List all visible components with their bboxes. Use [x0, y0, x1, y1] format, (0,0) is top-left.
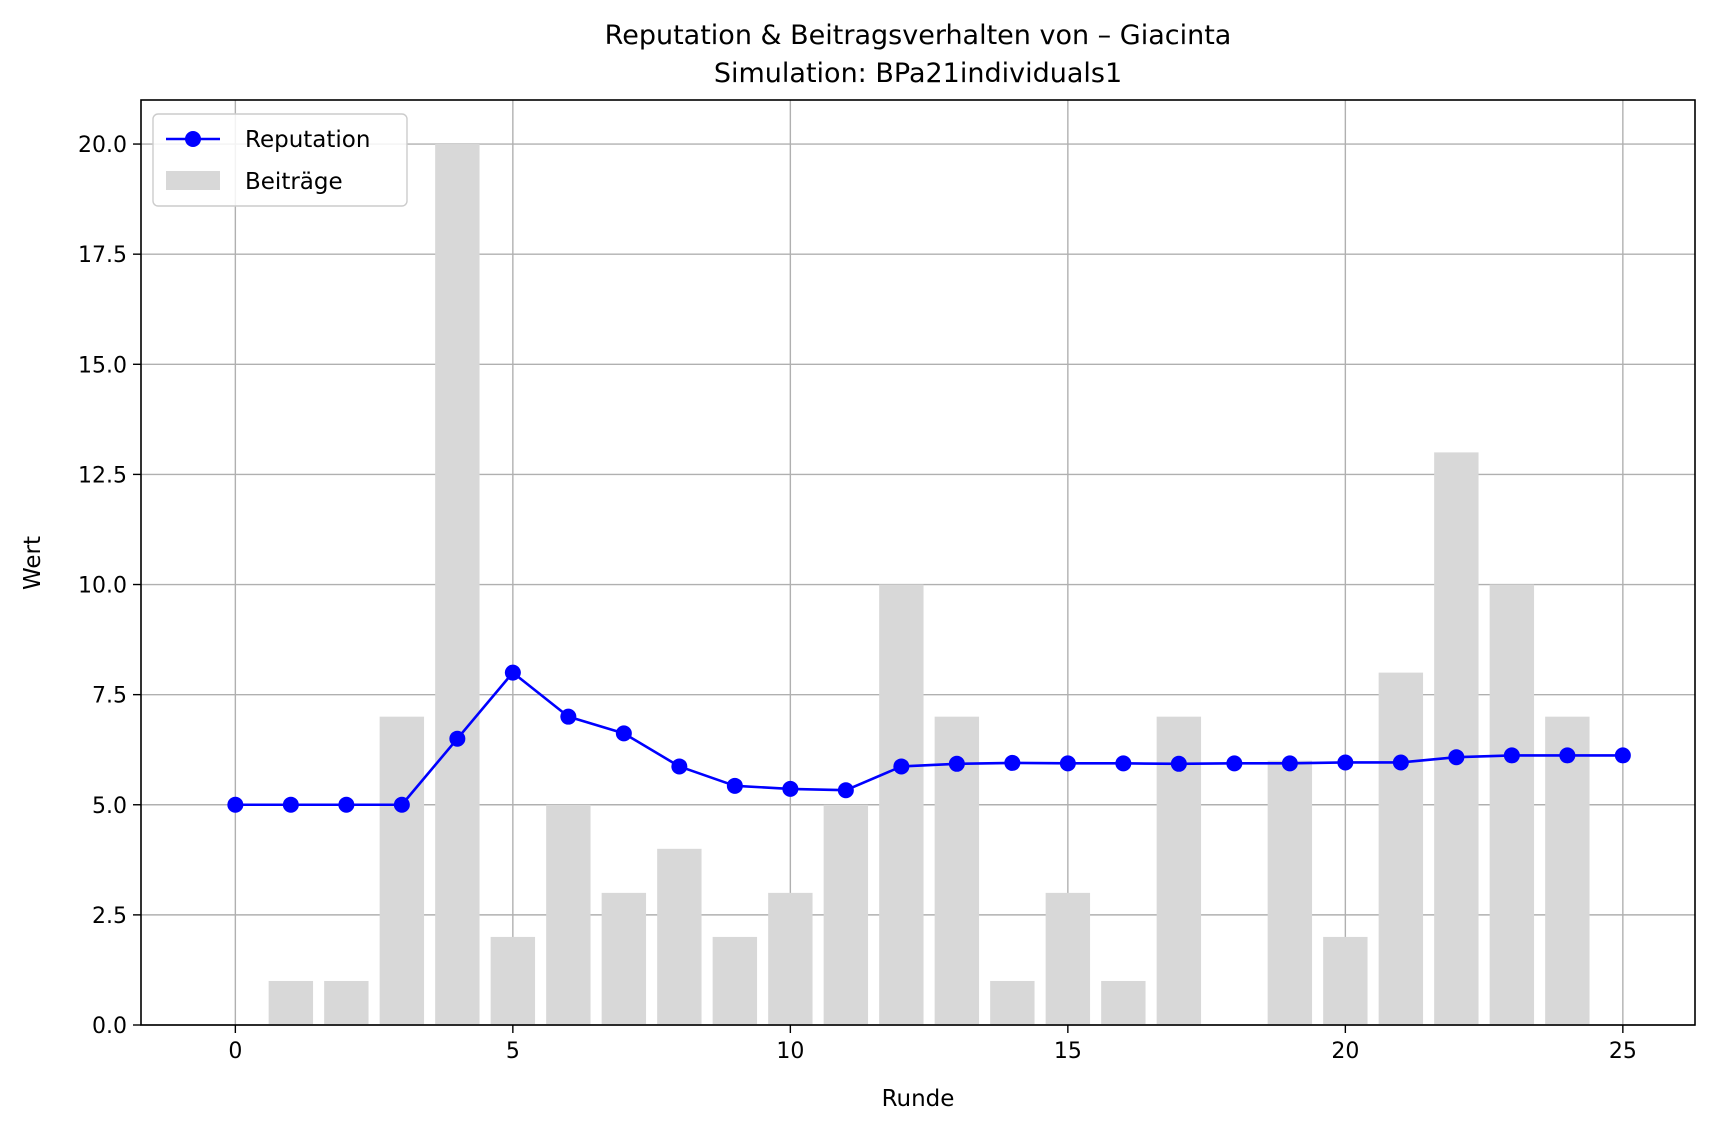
legend-reputation-marker: [185, 131, 201, 147]
contribution-bar: [268, 980, 314, 1025]
reputation-point: [560, 708, 577, 725]
contribution-bar: [1323, 936, 1368, 1025]
contribution-bar: [379, 716, 425, 1025]
reputation-point: [1614, 747, 1631, 764]
legend-reputation-label: Reputation: [245, 127, 370, 153]
y-tick-label: 0.0: [92, 1014, 127, 1039]
y-tick-label: 12.5: [78, 463, 127, 488]
reputation-line: [235, 671, 1623, 807]
y-tick-label: 2.5: [92, 904, 127, 929]
y-tick-label: 20.0: [78, 133, 127, 158]
chart-title: Reputation & Beitragsverhalten von – Gia…: [605, 20, 1232, 51]
contribution-bar: [1378, 672, 1424, 1025]
contribution-bar: [823, 804, 869, 1025]
legend-beitraege-label: Beiträge: [245, 169, 343, 195]
y-tick-label: 17.5: [78, 243, 127, 268]
reputation-point: [338, 796, 355, 813]
reputation-point: [837, 782, 854, 799]
reputation-point: [504, 664, 521, 681]
reputation-point: [1170, 755, 1187, 772]
reputation-point: [1004, 754, 1021, 771]
reputation-point: [1392, 754, 1409, 771]
reputation-point: [1337, 754, 1354, 771]
y-tick-label: 10.0: [78, 574, 127, 599]
bar-series: [268, 144, 1590, 1026]
reputation-point: [227, 796, 244, 813]
contribution-bar: [1101, 980, 1146, 1025]
x-tick-label: 25: [1609, 1039, 1637, 1064]
contribution-bar: [1434, 452, 1479, 1025]
contribution-bar: [990, 980, 1035, 1025]
contribution-bar: [657, 848, 702, 1025]
reputation-point: [1448, 749, 1465, 766]
reputation-point: [1226, 755, 1243, 772]
contribution-bar: [1267, 760, 1313, 1025]
x-tick-label: 0: [228, 1039, 242, 1064]
contribution-bar: [1489, 584, 1535, 1025]
reputation-point: [1281, 755, 1298, 772]
plot-area: [140, 99, 1696, 1026]
line-series: [235, 671, 1623, 807]
reputation-point: [282, 796, 299, 813]
reputation-point: [393, 796, 410, 813]
line-markers: [227, 664, 1631, 813]
reputation-point: [1115, 755, 1132, 772]
contribution-bar: [324, 980, 369, 1025]
reputation-point: [449, 730, 466, 747]
contribution-bar: [490, 936, 536, 1025]
contribution-bar: [601, 892, 647, 1025]
x-axis-label: Runde: [882, 1086, 955, 1112]
contribution-bar: [1045, 892, 1091, 1025]
contribution-bar: [435, 144, 480, 1026]
contribution-bar: [712, 936, 758, 1025]
chart-subtitle: Simulation: BPa21individuals1: [714, 58, 1122, 89]
contribution-bar: [879, 584, 924, 1025]
reputation-point: [726, 777, 743, 794]
reputation-point: [948, 755, 965, 772]
y-axis-label: Wert: [20, 536, 46, 590]
reputation-point: [615, 725, 632, 742]
contribution-bar: [1545, 716, 1590, 1025]
y-tick-label: 7.5: [92, 684, 127, 709]
reputation-point: [1503, 747, 1520, 764]
x-tick-label: 5: [506, 1039, 520, 1064]
y-axis-ticks: 0.0 2.5 5.0 7.5 10.0 12.5 15.0 17.5 20.0: [78, 133, 141, 1039]
reputation-point: [671, 758, 688, 775]
legend: Reputation Beiträge: [152, 113, 408, 207]
reputation-point: [782, 780, 799, 797]
contribution-bar: [768, 892, 813, 1025]
legend-beitraege-swatch: [166, 171, 220, 190]
y-tick-label: 5.0: [92, 794, 127, 819]
x-tick-label: 15: [1054, 1039, 1082, 1064]
reputation-point: [1059, 755, 1076, 772]
y-tick-label: 15.0: [78, 353, 127, 378]
x-axis-ticks: 0 5 10 15 20 25: [228, 1025, 1637, 1064]
x-tick-label: 20: [1331, 1039, 1359, 1064]
contribution-bar: [546, 804, 591, 1025]
reputation-point: [893, 758, 910, 775]
x-tick-label: 10: [776, 1039, 804, 1064]
reputation-point: [1559, 747, 1576, 764]
